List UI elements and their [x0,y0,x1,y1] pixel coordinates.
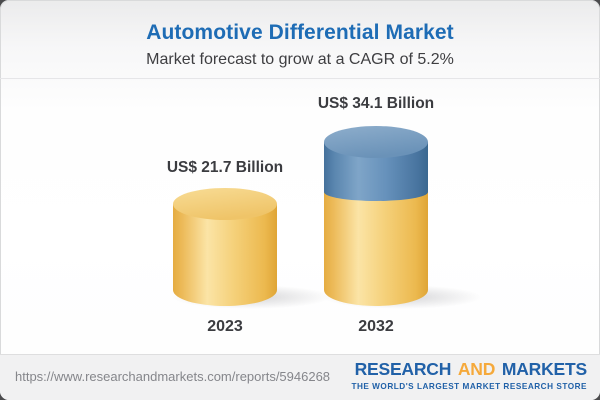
logo-word-markets: MARKETS [501,359,587,379]
bar-2023-body [173,204,277,306]
category-label-2023: 2023 [207,318,243,335]
bar-2032-top [324,126,428,158]
category-label-2032: 2032 [358,318,394,335]
report-url-text: https://www.researchandmarkets.com/repor… [15,369,331,384]
chart-title: Automotive Differential Market [146,21,454,44]
bar-2023-top [173,188,277,220]
bar-2032-cylinder [324,126,428,306]
logo-word-research: RESEARCH [354,359,452,379]
brand-logo: RESEARCH AND MARKETS THE WORLD'S LARGEST… [351,359,588,391]
header-divider [0,78,600,79]
logo-word-and: AND [457,359,496,379]
footer-bar: https://www.researchandmarkets.com/repor… [0,354,600,400]
value-label-2032: US$ 34.1 Billion [317,95,435,112]
chart-subtitle: Market forecast to grow at a CAGR of 5.2… [146,51,454,68]
bar-2023-cylinder [173,188,277,306]
bar-2032-yellow-segment [324,192,428,306]
brand-logo-wordmark: RESEARCH AND MARKETS [351,359,588,379]
value-label-2023: US$ 21.7 Billion [166,159,284,176]
brand-tagline: THE WORLD'S LARGEST MARKET RESEARCH STOR… [351,381,587,391]
bar-2032-blue-segment [324,142,428,201]
